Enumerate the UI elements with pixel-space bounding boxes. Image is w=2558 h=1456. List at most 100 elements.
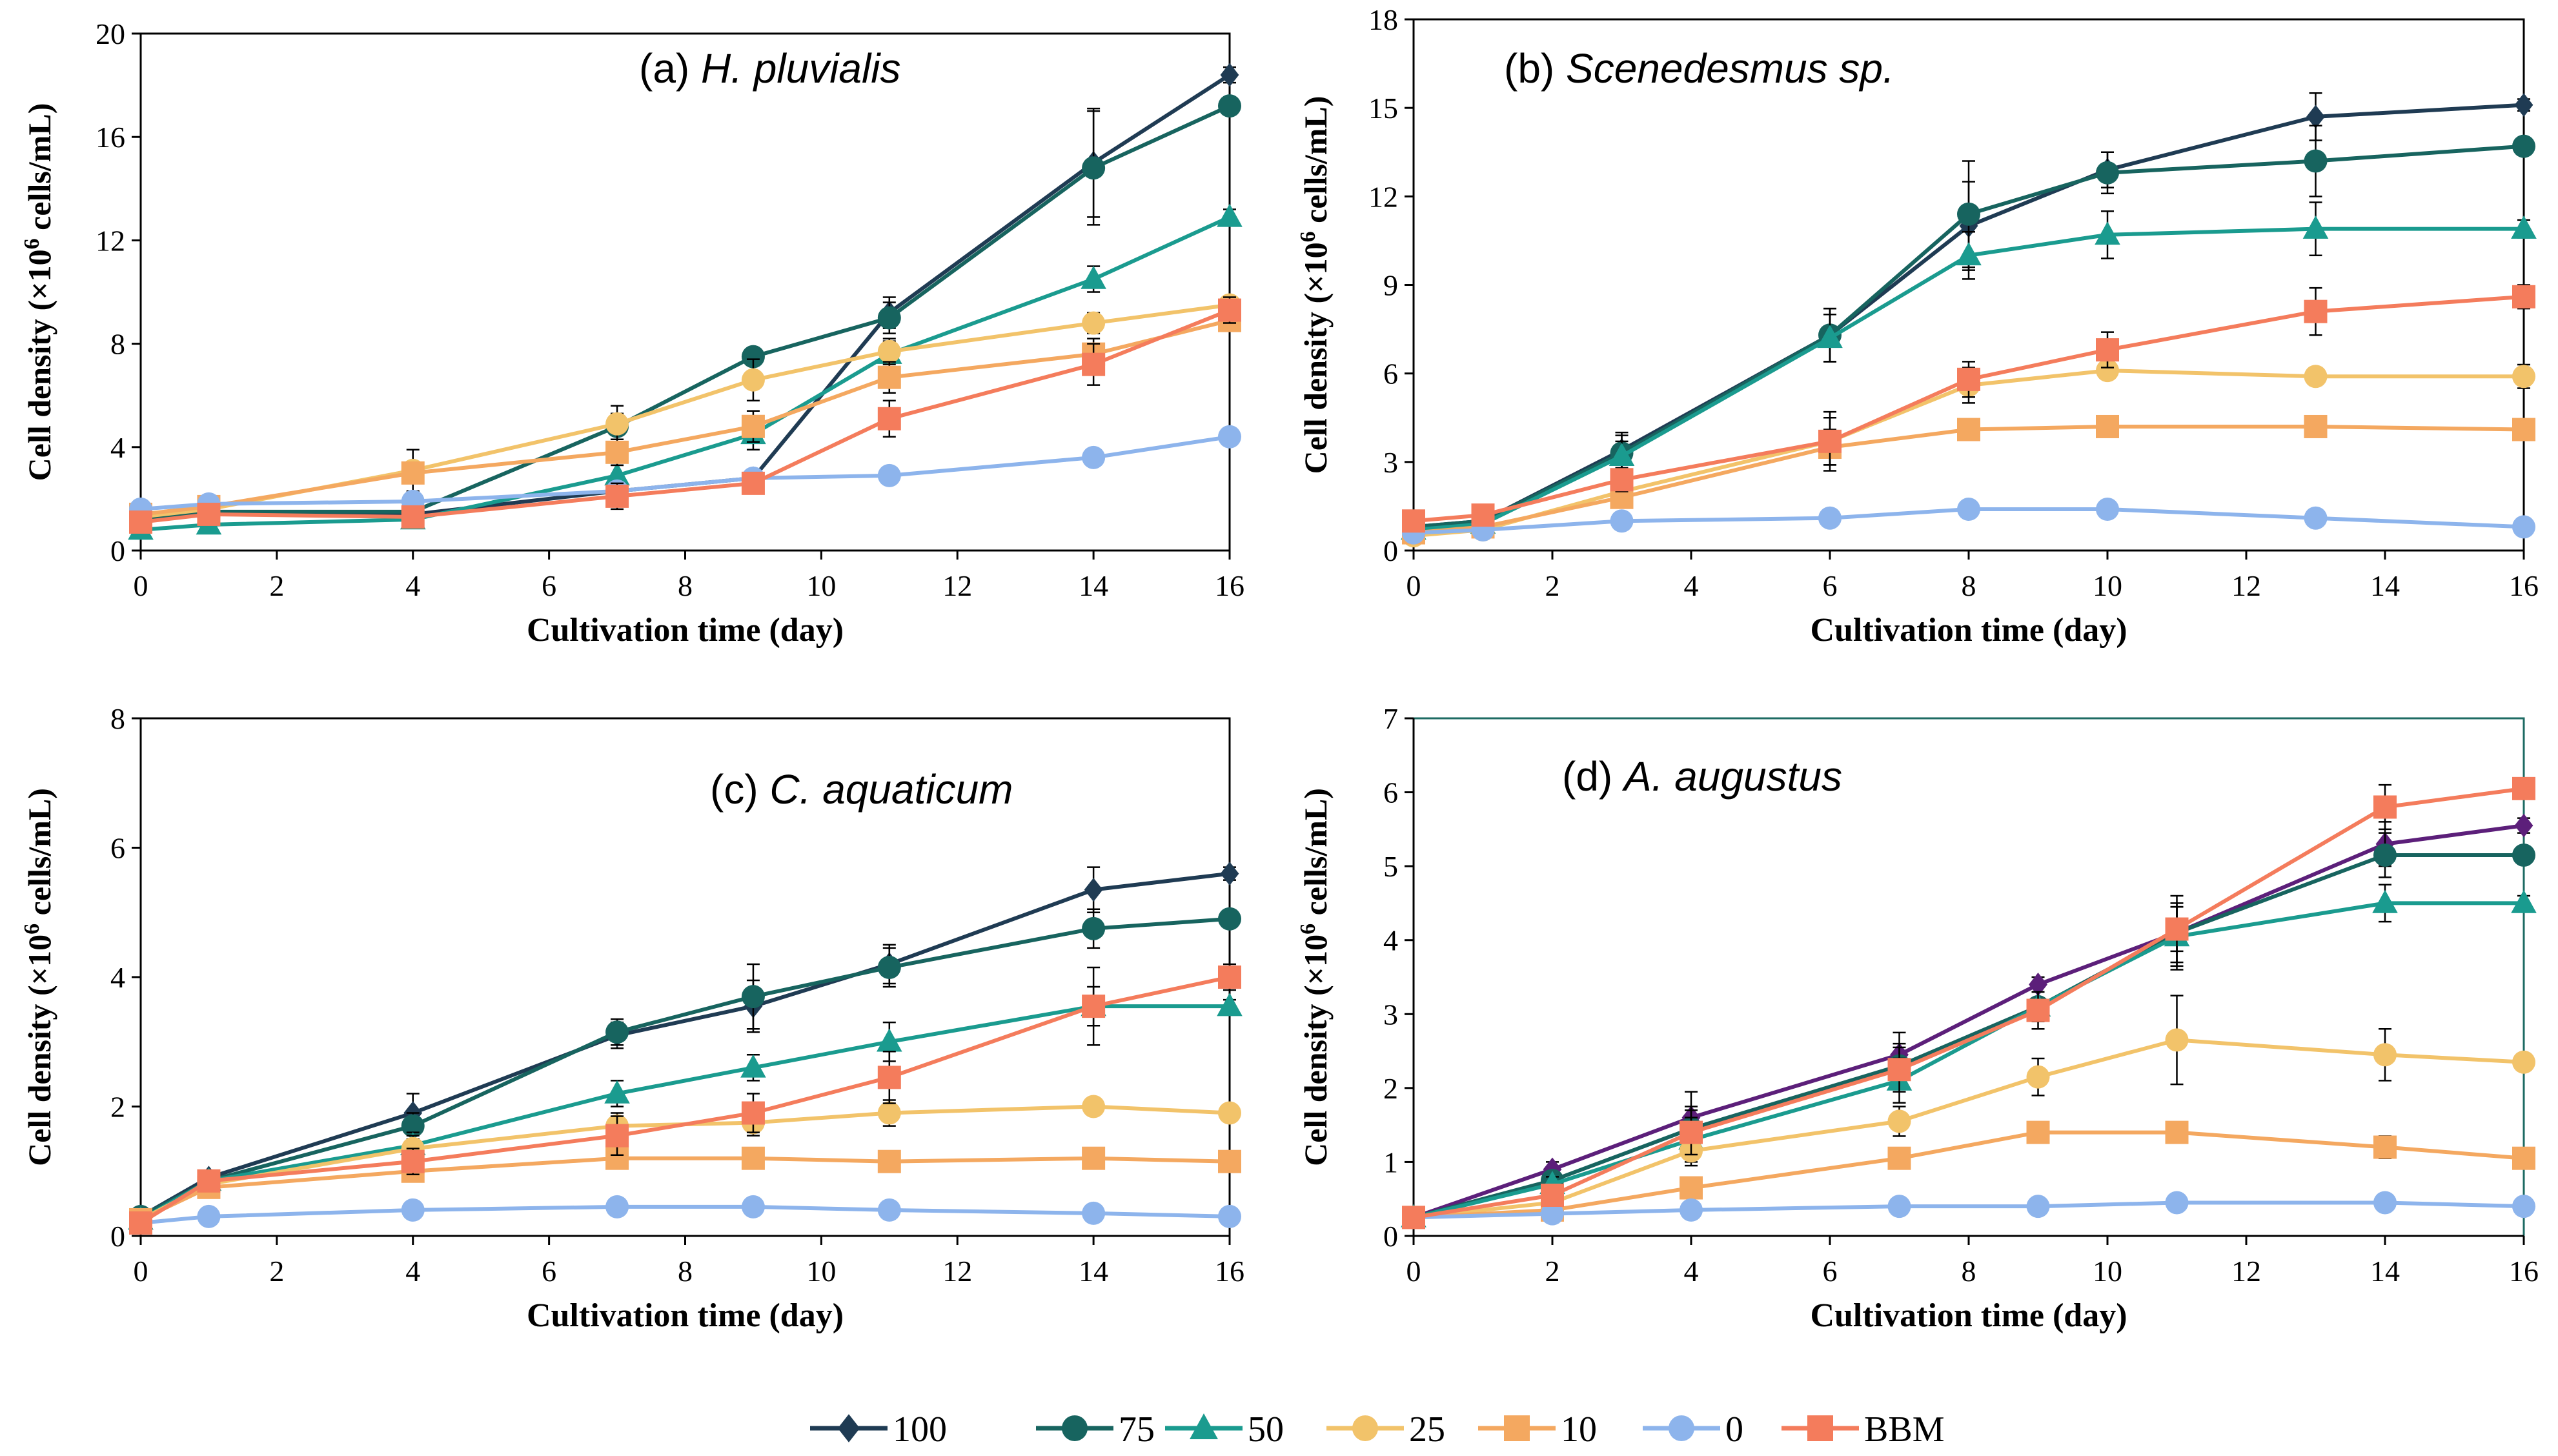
x-tick-label: 2 <box>269 569 284 602</box>
data-point <box>1609 442 1635 466</box>
x-tick-label: 6 <box>1823 569 1838 602</box>
data-point <box>401 1149 425 1173</box>
legend-marker <box>1504 1415 1530 1441</box>
data-point <box>1957 418 1980 441</box>
x-tick-label: 10 <box>806 569 836 602</box>
data-point <box>605 1195 629 1218</box>
data-point <box>741 1101 765 1125</box>
series-line <box>1413 1200 2524 1220</box>
data-point <box>1220 63 1239 87</box>
x-tick-label: 6 <box>1823 1255 1838 1288</box>
x-tick-label: 16 <box>1215 1255 1244 1288</box>
data-point <box>1218 1204 1241 1228</box>
data-point <box>2026 1195 2050 1218</box>
data-point <box>2304 414 2328 438</box>
legend-item-100: 100 <box>810 1410 947 1450</box>
data-point <box>2512 1050 2535 1074</box>
data-point <box>1218 1149 1241 1173</box>
data-point <box>1957 367 1980 391</box>
series-bbm <box>129 963 1241 1235</box>
data-point <box>605 1124 629 1148</box>
data-point <box>1218 1101 1241 1125</box>
legend-label: 50 <box>1248 1410 1284 1450</box>
data-point <box>1218 966 1241 989</box>
data-point <box>401 505 425 529</box>
series-bbm <box>1402 776 2535 1229</box>
data-point <box>741 414 765 438</box>
data-point <box>1610 509 1634 533</box>
series-line <box>1413 824 2524 1220</box>
data-point <box>1218 907 1241 931</box>
panel-title: (c) C. aquaticum <box>710 766 1013 813</box>
x-axis-label: Cultivation time (day) <box>1810 612 2127 649</box>
data-point <box>2512 1146 2535 1170</box>
data-point <box>2165 1028 2189 1052</box>
data-point <box>2373 1135 2397 1159</box>
y-tick-label: 0 <box>1383 534 1398 567</box>
data-point <box>1887 1146 1911 1170</box>
series-bbm <box>129 296 1241 534</box>
y-tick-label: 15 <box>1368 92 1398 125</box>
data-point <box>1217 203 1243 227</box>
series-line <box>140 215 1231 532</box>
y-axis-label: Cell density (×106 cells/mL) <box>1296 96 1334 474</box>
x-tick-label: 8 <box>1962 1255 1976 1288</box>
data-point <box>197 1204 221 1228</box>
x-tick-label: 0 <box>134 569 148 602</box>
series-line <box>140 1204 1230 1225</box>
data-point <box>1218 94 1241 118</box>
data-point <box>1680 1120 1703 1144</box>
data-point <box>740 1054 766 1078</box>
y-tick-label: 1 <box>1383 1146 1398 1178</box>
series-line <box>1413 1130 2524 1220</box>
y-axis-label: Cell density (×106 cells/mL) <box>1296 788 1334 1166</box>
data-point <box>741 368 765 392</box>
data-point <box>1956 242 1982 266</box>
series-line <box>1413 424 2524 535</box>
x-tick-label: 12 <box>942 569 972 602</box>
data-point <box>1887 1195 1911 1218</box>
y-tick-label: 8 <box>110 328 125 361</box>
data-point <box>877 306 901 330</box>
series-line <box>1413 786 2524 1220</box>
y-tick-label: 4 <box>110 961 125 994</box>
data-point <box>2512 843 2535 867</box>
data-point <box>1081 265 1106 289</box>
series-75 <box>129 94 1241 531</box>
data-point <box>2096 414 2119 438</box>
data-point <box>1818 429 1842 453</box>
y-tick-label: 12 <box>1368 180 1398 213</box>
data-point <box>877 365 901 389</box>
data-point <box>1082 1201 1106 1225</box>
data-point <box>1082 916 1106 940</box>
x-axis-label: Cultivation time (day) <box>527 612 844 649</box>
data-point <box>1084 878 1103 902</box>
data-point <box>1610 468 1634 492</box>
data-point <box>1082 311 1106 335</box>
data-point <box>877 955 901 979</box>
y-tick-label: 18 <box>1368 3 1398 36</box>
x-tick-label: 0 <box>134 1255 148 1288</box>
data-point <box>741 1195 765 1218</box>
y-tick-label: 6 <box>110 832 125 865</box>
data-point <box>1957 497 1980 521</box>
data-point <box>741 1146 765 1170</box>
data-point <box>1887 1058 1911 1082</box>
legend-marker <box>1669 1415 1694 1441</box>
data-point <box>741 471 765 495</box>
series-line <box>140 308 1231 524</box>
data-point <box>877 407 901 430</box>
data-point <box>2512 134 2535 158</box>
data-point <box>605 412 629 436</box>
data-point <box>2026 998 2050 1022</box>
data-point <box>1887 1109 1911 1133</box>
y-tick-label: 3 <box>1383 998 1398 1031</box>
panel-title: (a) H. pluvialis <box>639 45 900 92</box>
y-tick-label: 0 <box>110 534 125 567</box>
series-50 <box>1401 884 2537 1228</box>
data-point <box>1082 1095 1106 1118</box>
panel-title: (d) A. augustus <box>1562 753 1842 800</box>
data-point <box>877 339 901 363</box>
data-point <box>2304 506 2328 530</box>
